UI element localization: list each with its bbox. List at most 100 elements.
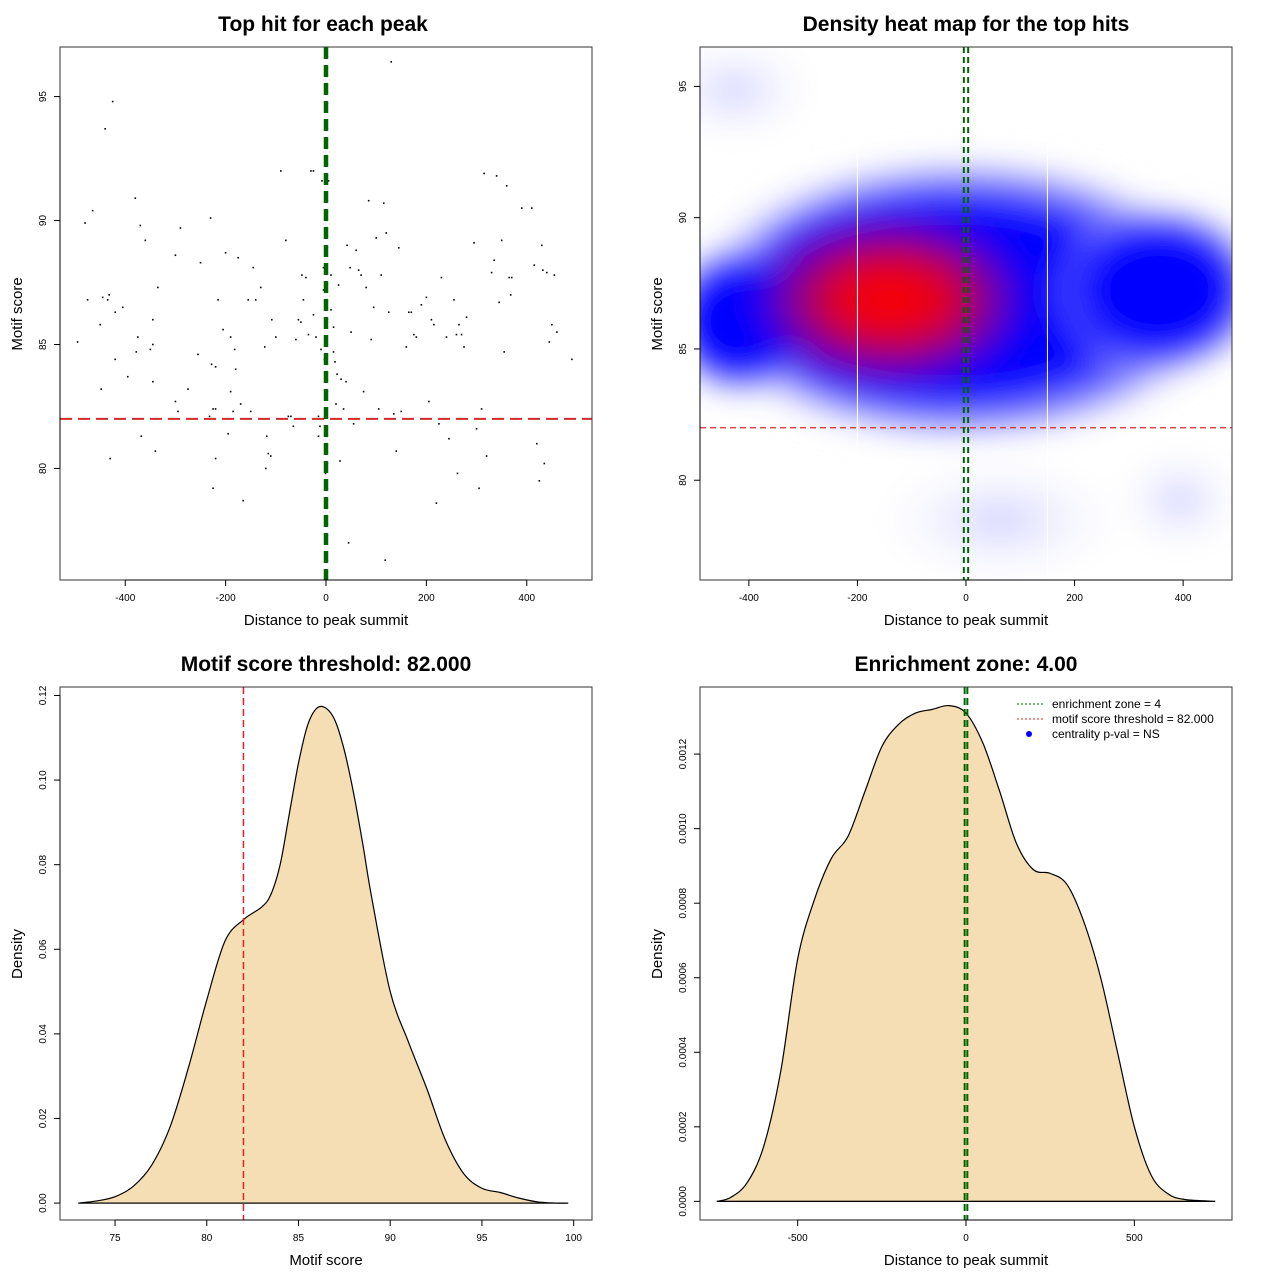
y-axis-label: Density [649,928,666,979]
data-point [322,266,325,269]
data-point [114,311,117,314]
data-point [104,128,106,130]
x-axis-label: Motif score [289,1252,362,1269]
data-point [480,408,483,410]
data-point [140,435,143,438]
data-point [400,410,403,413]
data-point [498,301,500,304]
x-tick-label: 90 [385,1233,397,1244]
data-point [346,244,348,247]
data-point [197,353,199,356]
data-point [483,172,485,175]
data-point [385,232,388,234]
chart-title: Motif score threshold: 82.000 [181,653,472,676]
data-point [370,338,372,341]
data-point [247,299,250,301]
y-tick-label: 85 [678,343,689,355]
x-tick-label: -200 [847,593,867,604]
data-point [448,437,450,440]
data-point [317,415,320,418]
data-point [355,249,357,252]
y-tick-label: 0.0012 [678,738,689,769]
data-point [571,358,573,361]
data-point [312,313,315,316]
y-tick-label: 0.0000 [678,1186,689,1217]
data-point [157,286,159,289]
data-point [392,413,395,415]
data-point [350,331,352,333]
data-point [76,341,79,343]
y-tick-label: 0.06 [38,939,49,959]
y-tick-label: 0.0004 [678,1037,689,1068]
y-tick-label: 80 [38,462,49,474]
data-point [302,299,305,301]
data-point [227,432,229,435]
data-point [387,311,390,314]
data-point [505,185,508,187]
data-point [264,467,267,470]
data-point [458,323,460,326]
data-point [541,244,543,247]
y-tick-label: 95 [678,80,689,92]
data-point [267,452,270,455]
data-point [372,306,375,309]
data-point [144,239,147,242]
data-point [136,336,139,338]
data-point [214,366,217,368]
data-point [174,400,177,403]
data-point [209,217,212,219]
data-point [212,487,214,490]
data-point [210,363,213,366]
data-point [297,318,300,321]
data-point [340,378,342,380]
data-point [453,299,455,301]
y-axis-label: Motif score [649,277,666,350]
data-point [224,251,227,254]
data-point [493,259,495,261]
data-point [99,323,101,326]
data-point [275,336,277,338]
data-point [315,336,317,338]
data-point [100,388,102,390]
data-point [214,457,217,460]
data-point [108,294,110,296]
data-point [342,408,345,410]
chart-title: Top hit for each peak [218,13,428,36]
data-point [456,472,459,475]
data-point [91,209,94,212]
density-area [716,704,1216,1202]
data-point [321,180,323,182]
data-point [101,296,104,299]
y-tick-label: 0.0008 [678,887,689,918]
data-point [300,321,302,323]
data-point [495,175,498,177]
data-point [177,410,179,413]
data-point [139,224,142,227]
data-point [109,457,111,460]
y-tick-label: 0.12 [38,685,49,705]
data-point [509,294,512,296]
data-point [535,442,538,445]
data-point [239,403,242,405]
chart-title: Enrichment zone: 4.00 [855,653,1078,676]
data-point [473,242,475,244]
data-point [380,274,383,276]
data-point [290,415,292,418]
data-point [233,348,236,351]
data-point [332,351,335,353]
data-point [463,346,465,348]
y-tick-label: 0.0002 [678,1111,689,1142]
y-tick-label: 85 [38,338,49,350]
data-point [270,318,273,321]
data-point [332,326,335,328]
x-axis-label: Distance to peak summit [244,612,409,629]
y-tick-label: 0.08 [38,854,49,874]
y-tick-label: 0.0010 [678,813,689,844]
data-point [415,336,418,338]
data-point [508,276,510,279]
data-point [259,286,262,289]
data-point [222,328,224,331]
data-point [174,254,177,257]
y-tick-label: 0.02 [38,1108,49,1128]
y-tick-label: 0.10 [38,770,49,790]
